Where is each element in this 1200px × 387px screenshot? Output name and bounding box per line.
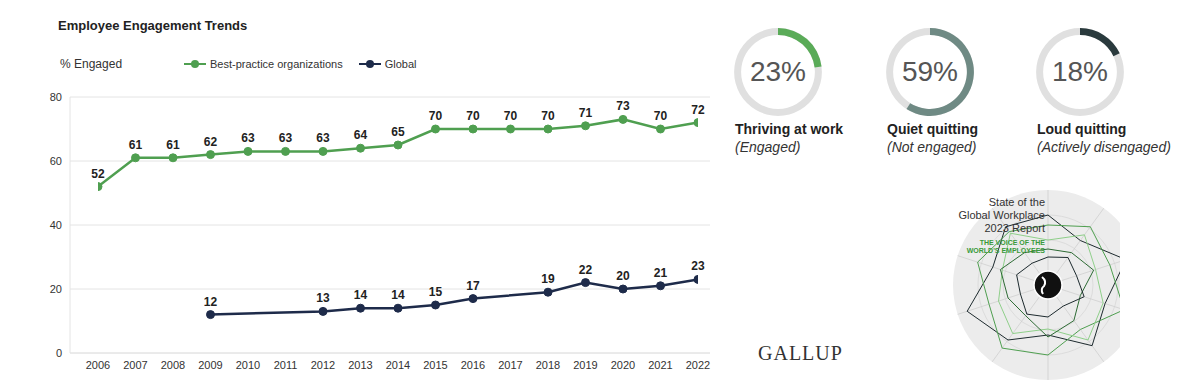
svg-text:80: 80 xyxy=(50,91,62,103)
svg-text:64: 64 xyxy=(354,128,368,142)
svg-text:2014: 2014 xyxy=(386,359,410,371)
svg-text:2019: 2019 xyxy=(573,359,597,371)
svg-text:71: 71 xyxy=(579,106,593,120)
svg-text:60: 60 xyxy=(50,155,62,167)
svg-text:63: 63 xyxy=(241,131,255,145)
svg-text:15: 15 xyxy=(429,285,443,299)
svg-text:61: 61 xyxy=(166,138,180,152)
html-text:Best-practice organizations: Best-practice organizations xyxy=(210,58,343,70)
svg-text:70: 70 xyxy=(541,109,555,123)
svg-text:20: 20 xyxy=(50,283,62,295)
svg-text:70: 70 xyxy=(504,109,518,123)
html-text:Quiet quitting: Quiet quitting xyxy=(887,121,978,137)
svg-text:21: 21 xyxy=(654,266,668,280)
svg-text:2010: 2010 xyxy=(236,359,260,371)
svg-text:2009: 2009 xyxy=(198,359,222,371)
svg-text:63: 63 xyxy=(279,131,293,145)
svg-text:23: 23 xyxy=(691,259,705,273)
svg-text:70: 70 xyxy=(466,109,480,123)
svg-text:63: 63 xyxy=(316,131,330,145)
html-text:Loud quitting: Loud quitting xyxy=(1037,121,1127,137)
svg-text:52: 52 xyxy=(91,167,105,181)
svg-text:0: 0 xyxy=(56,347,62,359)
svg-text:14: 14 xyxy=(354,288,368,302)
html-text:WORLD'S EMPLOYEES: WORLD'S EMPLOYEES xyxy=(966,247,1045,254)
html-text:% Engaged: % Engaged xyxy=(60,57,123,71)
svg-text:2020: 2020 xyxy=(611,359,635,371)
svg-text:13: 13 xyxy=(316,291,330,305)
svg-text:70: 70 xyxy=(654,109,668,123)
svg-text:2012: 2012 xyxy=(311,359,335,371)
svg-text:2011: 2011 xyxy=(274,359,298,371)
html-text:Employee Engagement Trends: Employee Engagement Trends xyxy=(58,18,248,33)
html-text:(Not engaged): (Not engaged) xyxy=(887,139,977,155)
html-text:GALLUP: GALLUP xyxy=(758,342,843,364)
svg-text:2013: 2013 xyxy=(348,359,372,371)
svg-text:2007: 2007 xyxy=(123,359,147,371)
html-text:(Actively disengaged): (Actively disengaged) xyxy=(1037,139,1171,155)
html-text:THE VOICE OF THE: THE VOICE OF THE xyxy=(979,239,1045,246)
html-text:23%: 23% xyxy=(750,56,806,87)
html-text:18%: 18% xyxy=(1052,56,1108,87)
svg-text:20: 20 xyxy=(616,269,630,283)
svg-text:65: 65 xyxy=(391,125,405,139)
svg-text:2022: 2022 xyxy=(686,359,710,371)
html-text:(Engaged): (Engaged) xyxy=(735,139,801,155)
html-text:Thriving at work: Thriving at work xyxy=(735,121,844,137)
html-text:59%: 59% xyxy=(902,56,958,87)
svg-text:72: 72 xyxy=(691,103,705,117)
html-text:State of the: State of the xyxy=(988,196,1045,208)
svg-text:2015: 2015 xyxy=(423,359,447,371)
svg-text:40: 40 xyxy=(50,219,62,231)
svg-text:2008: 2008 xyxy=(161,359,185,371)
svg-text:19: 19 xyxy=(541,272,555,286)
svg-text:12: 12 xyxy=(204,295,218,309)
svg-text:70: 70 xyxy=(429,109,443,123)
svg-text:62: 62 xyxy=(204,135,218,149)
svg-text:14: 14 xyxy=(391,288,405,302)
svg-text:61: 61 xyxy=(129,138,143,152)
html-text:Global: Global xyxy=(384,58,417,70)
svg-text:17: 17 xyxy=(466,279,480,293)
svg-text:73: 73 xyxy=(616,99,630,113)
html-text:Global Workplace: Global Workplace xyxy=(958,209,1045,221)
svg-text:2017: 2017 xyxy=(498,359,522,371)
svg-text:2016: 2016 xyxy=(461,359,485,371)
svg-text:2018: 2018 xyxy=(536,359,560,371)
svg-text:22: 22 xyxy=(579,263,593,277)
html-text:2023 Report: 2023 Report xyxy=(984,222,1045,234)
svg-text:2006: 2006 xyxy=(86,359,110,371)
svg-text:2021: 2021 xyxy=(648,359,672,371)
